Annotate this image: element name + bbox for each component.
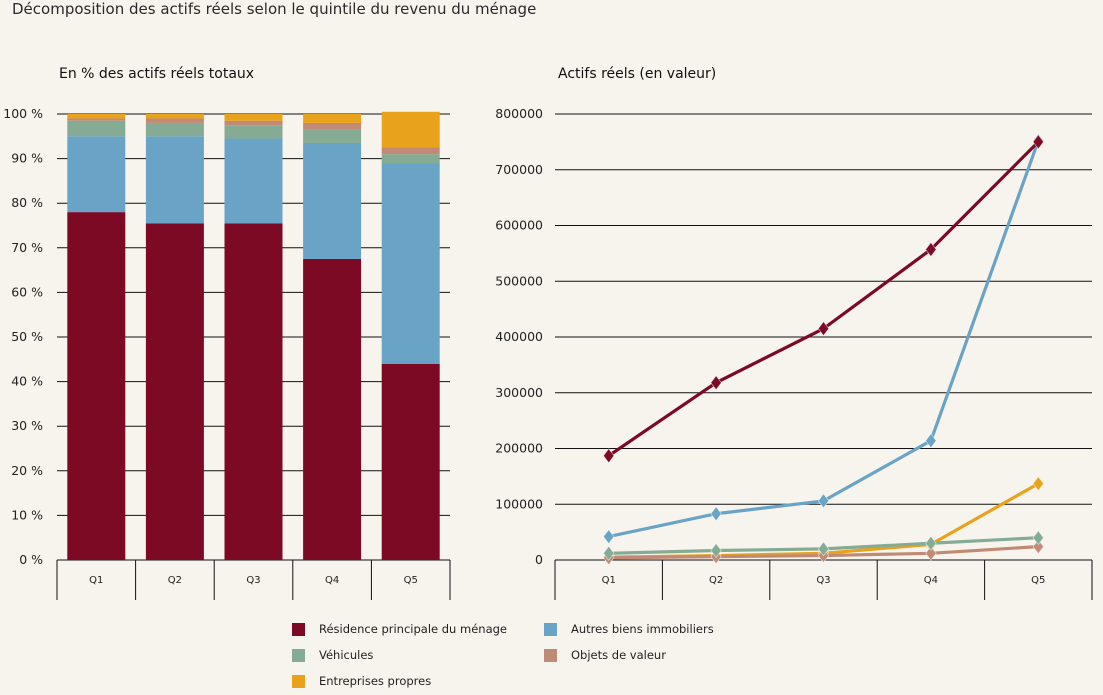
- x-tick-label: Q5: [404, 575, 418, 586]
- data-point: [1032, 530, 1045, 546]
- bar-segment: [303, 258, 362, 560]
- legend-item-entreprises: Entreprises propres: [292, 674, 431, 688]
- y-tick-label: 60 %: [11, 284, 43, 299]
- x-tick-label: Q1: [89, 575, 103, 586]
- bar-segment: [381, 111, 440, 148]
- data-point: [817, 493, 830, 509]
- legend-label-objets: Objets de valeur: [571, 648, 666, 662]
- y-tick-label: 0 %: [19, 552, 43, 567]
- data-point: [710, 542, 722, 559]
- data-point: [602, 545, 615, 561]
- legend-label-autres: Autres biens immobiliers: [571, 622, 714, 636]
- bar-segment: [224, 120, 283, 126]
- legend-label-vehicules: Véhicules: [319, 648, 374, 662]
- x-tick-label: Q4: [325, 575, 339, 586]
- bar-segment: [145, 118, 204, 123]
- x-tick-label: Q2: [168, 575, 182, 586]
- data-point: [710, 375, 722, 391]
- y-tick-label: 100 %: [3, 106, 43, 121]
- series-line: [608, 140, 1040, 539]
- y-tick-label: 80 %: [11, 195, 43, 210]
- data-point: [602, 448, 615, 464]
- legend-label-entreprises: Entreprises propres: [319, 674, 432, 688]
- data-point: [1032, 134, 1045, 150]
- bar-segment: [67, 212, 126, 560]
- y-tick-label: 100000: [495, 496, 543, 511]
- stacked-bar-chart: 0 % 10 % 20 % 30 % 40 % 50 % 60 % 70 % 80 % 90 % 1…: [3, 106, 451, 600]
- y-tick-label: 400000: [495, 329, 543, 344]
- legend-swatch-entreprises: [292, 674, 305, 688]
- bar-segment: [224, 125, 283, 139]
- legend-item-autres: Autres biens immobiliers: [544, 622, 714, 636]
- y-tick-label: 600000: [495, 218, 543, 233]
- bar-segment: [224, 223, 283, 560]
- bar-segment: [381, 147, 440, 155]
- bar-segment: [381, 363, 440, 560]
- y-tick-label: 30 %: [11, 418, 43, 433]
- x-tick-label: Q3: [246, 575, 260, 586]
- y-tick-label: 300000: [495, 385, 543, 400]
- y-tick-label: 700000: [495, 162, 543, 177]
- data-point: [817, 320, 830, 337]
- data-point: [817, 541, 830, 557]
- y-tick-label: 40 %: [11, 374, 43, 389]
- y-tick-label: 500000: [495, 273, 543, 288]
- bar-segment: [145, 122, 204, 137]
- legend-item-objets: Objets de valeur: [544, 648, 666, 662]
- data-point: [925, 241, 937, 258]
- legend-swatch-autres: [544, 622, 557, 636]
- bar-segment: [145, 114, 204, 119]
- data-point: [1032, 475, 1045, 492]
- y-tick-label: 20 %: [11, 463, 43, 478]
- bar-segment: [145, 136, 204, 224]
- data-point: [602, 528, 615, 545]
- bar-segment: [145, 223, 204, 560]
- x-tick-label: Q5: [1031, 575, 1045, 586]
- y-tick-label: 90 %: [11, 151, 43, 166]
- left-chart-title: En % des actifs réels totaux: [59, 66, 255, 82]
- data-point: [925, 433, 937, 449]
- y-tick-label: 70 %: [11, 240, 43, 255]
- data-point: [1032, 538, 1045, 555]
- bar-segment: [303, 142, 362, 259]
- bar-segment: [67, 114, 126, 119]
- bar-segment: [224, 114, 283, 121]
- y-tick-label: 0: [535, 552, 543, 567]
- y-tick-label: 800000: [495, 106, 543, 121]
- x-tick-label: Q2: [709, 575, 723, 586]
- data-point: [925, 545, 937, 561]
- y-tick-label: 10 %: [11, 507, 43, 522]
- bar-segment: [381, 163, 440, 364]
- data-point: [710, 506, 722, 522]
- x-tick-label: Q1: [602, 575, 616, 586]
- legend-swatch-residence: [292, 622, 305, 636]
- bar-segment: [303, 122, 362, 130]
- bar-segment: [303, 129, 362, 143]
- legend-swatch-vehicules: [292, 648, 305, 662]
- right-chart-title: Actifs réels (en valeur): [558, 66, 717, 82]
- data-point: [925, 535, 937, 551]
- y-tick-label: 200000: [495, 441, 543, 456]
- bar-segment: [67, 136, 126, 213]
- line-chart: 0 100000 200000 300000 400000 500000 600000 700…: [495, 106, 1093, 600]
- bar-segment: [303, 114, 362, 123]
- series-line: [607, 140, 1040, 458]
- legend-item-residence: Résidence principale du ménage: [292, 622, 507, 636]
- bar-segment: [67, 118, 126, 121]
- x-tick-label: Q3: [816, 575, 830, 586]
- legend-item-vehicules: Véhicules: [292, 648, 373, 662]
- x-tick-label: Q4: [924, 575, 938, 586]
- legend: Résidence principale du ménage Autres bi…: [292, 622, 812, 692]
- legend-swatch-objets: [544, 648, 557, 662]
- page-title: Décomposition des actifs réels selon le …: [12, 0, 537, 18]
- bar-segment: [381, 154, 440, 164]
- bar-segment: [67, 120, 126, 137]
- legend-label-residence: Résidence principale du ménage: [319, 622, 507, 636]
- bar-segment: [224, 138, 283, 224]
- y-tick-label: 50 %: [11, 329, 43, 344]
